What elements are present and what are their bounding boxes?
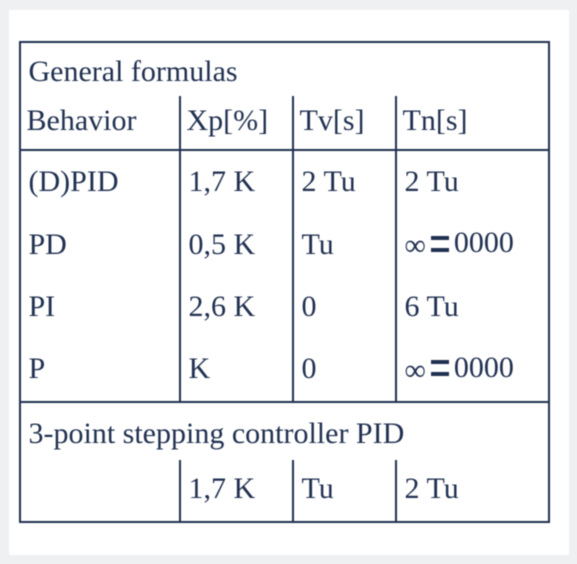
table-title: General formulas [20, 42, 549, 96]
infinity-icon: ∞ [405, 348, 426, 393]
table-row: (D)PID 1,7 K 2 Tu 2 Tu [20, 150, 549, 212]
col-header-behavior: Behavior [20, 96, 180, 150]
cell-tn: 6 Tu [396, 276, 549, 337]
page: General formulas Behavior Xp[%] Tv[s] Tn… [9, 10, 569, 555]
cell-tv: 0 [293, 276, 396, 337]
cell-tn-infinity: ∞ 0000 [396, 212, 549, 276]
cell-xp: 0,5 K [180, 212, 293, 276]
cell-behavior: (D)PID [20, 150, 180, 212]
cell-xp: 1,7 K [180, 460, 293, 522]
table-subtitle: 3-point stepping controller PID [20, 402, 549, 460]
cell-behavior [20, 460, 180, 522]
cell-xp: K [180, 337, 293, 402]
cell-xp: 1,7 K [180, 150, 293, 212]
col-header-tv: Tv[s] [293, 96, 396, 150]
formulas-table: General formulas Behavior Xp[%] Tv[s] Tn… [19, 41, 550, 522]
cell-tv: 2 Tu [293, 150, 396, 212]
table-row: PI 2,6 K 0 6 Tu [20, 276, 549, 337]
subtitle-row: 3-point stepping controller PID [20, 402, 549, 460]
inf-value: 0000 [454, 226, 514, 259]
table-row: P K 0 ∞ 0000 [20, 337, 549, 402]
cell-tn-infinity: ∞ 0000 [396, 337, 549, 402]
infinity-icon: ∞ [405, 223, 426, 268]
col-header-tn: Tn[s] [396, 96, 549, 150]
table-row: PD 0,5 K Tu ∞ 0000 [20, 212, 549, 276]
cell-xp: 2,6 K [180, 276, 293, 337]
equals-icon [431, 360, 449, 376]
cell-tv: Tu [293, 460, 396, 522]
cell-behavior: P [20, 337, 180, 402]
cell-tn: 2 Tu [396, 460, 549, 522]
cell-tv: Tu [293, 212, 396, 276]
header-row: Behavior Xp[%] Tv[s] Tn[s] [20, 96, 549, 150]
table-row: 1,7 K Tu 2 Tu [20, 460, 549, 522]
cell-behavior: PD [20, 212, 180, 276]
inf-value: 0000 [454, 351, 514, 384]
cell-tv: 0 [293, 337, 396, 402]
cell-tn: 2 Tu [396, 150, 549, 212]
cell-behavior: PI [20, 276, 180, 337]
col-header-xp: Xp[%] [180, 96, 293, 150]
equals-icon [431, 236, 449, 252]
title-row: General formulas [20, 42, 549, 96]
